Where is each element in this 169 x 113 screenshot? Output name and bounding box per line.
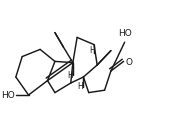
Text: H: H <box>89 46 95 55</box>
Text: O: O <box>126 57 133 66</box>
Text: HO: HO <box>118 29 132 38</box>
Text: HO: HO <box>1 91 15 100</box>
Text: H: H <box>67 71 73 80</box>
Text: H: H <box>77 81 83 90</box>
